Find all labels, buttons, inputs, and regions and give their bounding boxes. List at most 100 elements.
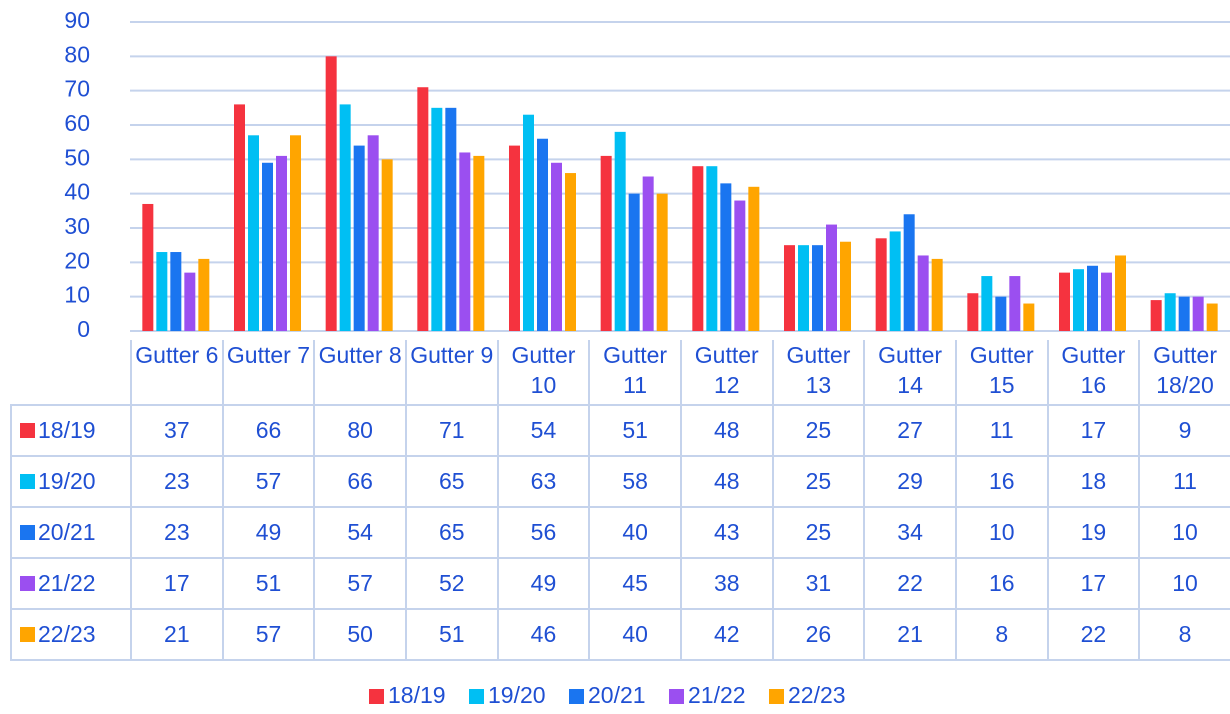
table-value: 40 xyxy=(588,608,682,661)
bar xyxy=(903,214,915,331)
row-label: 20/21 xyxy=(38,519,96,545)
bar xyxy=(981,276,993,331)
bar xyxy=(523,114,534,331)
legend-swatch xyxy=(20,525,35,540)
x-tick-label: Gutter 11 xyxy=(588,340,682,406)
bar xyxy=(1087,265,1098,331)
bar xyxy=(353,145,365,331)
table-value: 25 xyxy=(771,455,866,508)
bar xyxy=(1192,296,1204,331)
bar xyxy=(142,203,154,331)
bar xyxy=(656,193,668,331)
table-value: 54 xyxy=(313,506,407,559)
bar xyxy=(875,238,887,331)
x-tick-label: Gutter 14 xyxy=(863,340,957,406)
table-value: 38 xyxy=(679,557,774,610)
table-value: 63 xyxy=(496,455,591,508)
table-value: 65 xyxy=(404,506,499,559)
x-tick-label: Gutter 7 xyxy=(221,340,316,406)
legend-label: 22/23 xyxy=(788,682,846,708)
bar xyxy=(473,155,485,331)
legend-swatch xyxy=(20,474,35,489)
y-tick-label: 30 xyxy=(64,213,90,239)
bar xyxy=(628,193,640,331)
legend-swatch xyxy=(20,576,35,591)
bar xyxy=(720,183,732,331)
legend-label: 20/21 xyxy=(588,682,646,708)
bar xyxy=(642,176,654,331)
legend-swatch xyxy=(20,627,35,642)
table-value: 71 xyxy=(404,404,499,457)
table-value: 52 xyxy=(404,557,499,610)
table-value: 46 xyxy=(496,608,591,661)
bar xyxy=(565,173,576,331)
table-value: 48 xyxy=(679,455,774,508)
bar xyxy=(381,159,393,331)
row-key: 21/22 xyxy=(10,557,132,610)
table-row: 21/22 17 51 57 52 49 45 38 31 22 16 17 10 xyxy=(10,557,1230,610)
bar xyxy=(551,162,562,331)
bar xyxy=(967,293,979,331)
row-label: 21/22 xyxy=(38,570,96,596)
table-value: 66 xyxy=(313,455,407,508)
row-label: 18/19 xyxy=(38,417,96,443)
bar xyxy=(290,135,301,331)
bar xyxy=(234,104,245,332)
row-label: 22/23 xyxy=(38,621,96,647)
y-tick-label: 20 xyxy=(64,247,90,273)
x-tick-label: Gutter 9 xyxy=(404,340,499,406)
row-label: 19/20 xyxy=(38,468,96,494)
table-value: 23 xyxy=(130,455,224,508)
x-tick-label: Gutter 15 xyxy=(954,340,1049,406)
legend-label: 19/20 xyxy=(488,682,546,708)
x-tick-label: Gutter 13 xyxy=(771,340,866,406)
table-row: 22/23 21 57 50 51 46 40 42 26 21 8 22 8 xyxy=(10,608,1230,661)
bar xyxy=(1023,303,1035,331)
bar xyxy=(248,135,259,331)
table-value: 57 xyxy=(221,608,316,661)
corner-cell xyxy=(11,340,132,405)
table-value: 22 xyxy=(863,557,957,610)
table-row: 19/20 23 57 66 65 63 58 48 25 29 16 18 11 xyxy=(10,455,1230,508)
table-value: 51 xyxy=(588,404,682,457)
legend-swatch xyxy=(669,689,684,704)
table-value: 51 xyxy=(221,557,316,610)
table-value: 17 xyxy=(1046,404,1141,457)
table-value: 25 xyxy=(771,404,866,457)
bar xyxy=(1073,269,1084,331)
table-value: 16 xyxy=(954,455,1049,508)
bar xyxy=(812,245,823,331)
table-value: 43 xyxy=(679,506,774,559)
bar xyxy=(339,104,351,332)
bar xyxy=(734,200,746,331)
legend-label: 21/22 xyxy=(688,682,746,708)
bar xyxy=(156,252,168,331)
y-tick-label: 70 xyxy=(64,76,90,102)
bar xyxy=(798,245,809,331)
table-value: 25 xyxy=(771,506,866,559)
bar xyxy=(198,258,210,331)
table-value: 56 xyxy=(496,506,591,559)
bar xyxy=(509,145,520,331)
bar xyxy=(917,255,929,331)
table-value: 17 xyxy=(130,557,224,610)
table-value: 11 xyxy=(1138,455,1230,508)
y-tick-label: 10 xyxy=(64,282,90,308)
table-value: 42 xyxy=(679,608,774,661)
bar xyxy=(995,296,1007,331)
table-row: 20/21 23 49 54 65 56 40 43 25 34 10 19 10 xyxy=(10,506,1230,559)
table-value: 8 xyxy=(954,608,1049,661)
bar xyxy=(1150,300,1162,331)
table-value: 18 xyxy=(1046,455,1141,508)
table-value: 57 xyxy=(221,455,316,508)
bar xyxy=(417,87,429,331)
row-key: 22/23 xyxy=(10,608,132,661)
bar xyxy=(1101,272,1112,331)
bar xyxy=(262,162,273,331)
bar xyxy=(706,166,718,331)
table-value: 22 xyxy=(1046,608,1141,661)
bar xyxy=(889,231,901,331)
table-value: 66 xyxy=(221,404,316,457)
